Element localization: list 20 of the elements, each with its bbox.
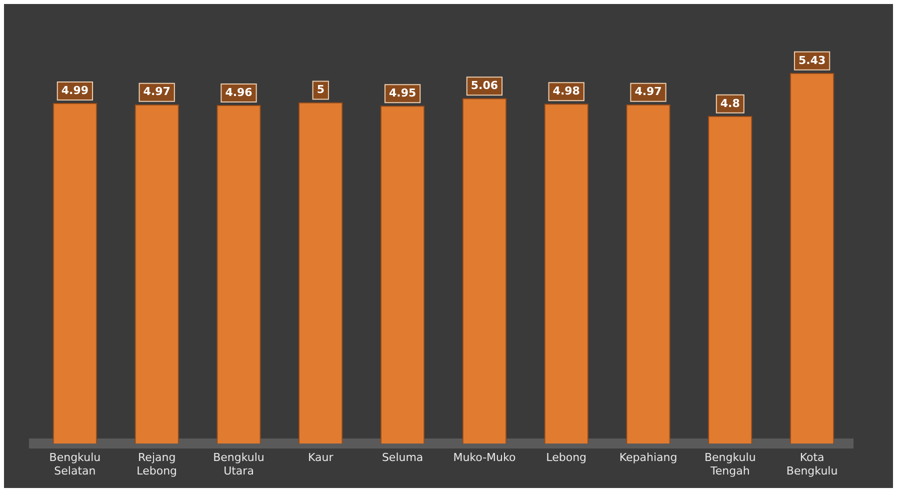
x-tick-label: Kaur (308, 451, 334, 464)
data-label: 5 (316, 83, 324, 96)
x-tick-label: Bengkulu Tengah (704, 451, 756, 478)
data-label: 4.97 (634, 85, 662, 98)
x-tick-label: Lebong (546, 451, 587, 464)
data-label: 4.97 (143, 85, 170, 98)
x-tick-label: Rejang Lebong (136, 451, 178, 478)
data-label: 4.99 (61, 84, 89, 97)
data-label: 5.06 (470, 79, 498, 92)
data-label: 4.8 (720, 96, 740, 110)
x-tick-label: Kota Bengkulu (786, 451, 838, 478)
x-tick-label: Bengkulu Selatan (49, 451, 101, 478)
x-tick-label: Muko-Muko (453, 451, 516, 464)
data-label: 4.95 (388, 86, 416, 100)
x-tick-label: Bengkulu Utara (213, 451, 264, 478)
x-tick-label: Seluma (382, 451, 424, 464)
x-tick-label: Kepahiang (619, 451, 678, 464)
data-label: 5.43 (798, 54, 826, 67)
data-label: 4.98 (552, 84, 580, 98)
data-label: 4.96 (225, 86, 253, 99)
